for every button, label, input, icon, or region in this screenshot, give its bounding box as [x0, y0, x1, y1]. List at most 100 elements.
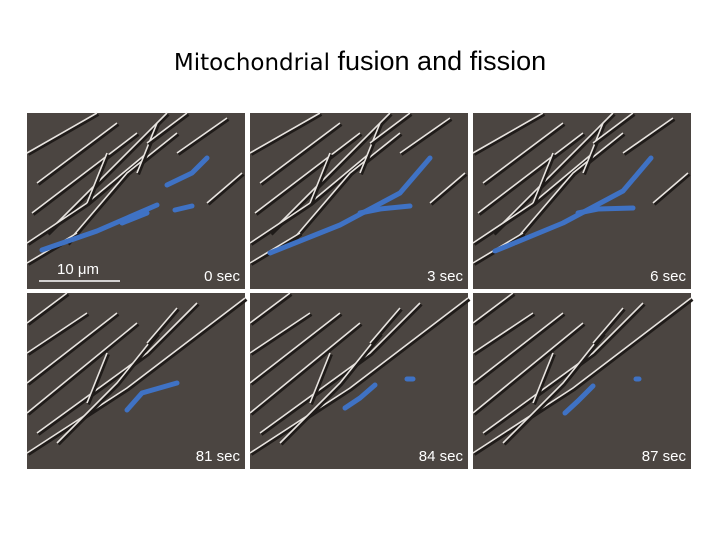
- filament-shadow: [430, 173, 468, 206]
- filament: [622, 117, 674, 154]
- filament: [26, 312, 118, 384]
- filament-shadow: [250, 323, 363, 416]
- highlighted-mitochondrion: [172, 203, 195, 213]
- time-label: 3 sec: [427, 268, 463, 285]
- filament: [482, 122, 564, 184]
- filament: [36, 302, 198, 434]
- filament: [429, 172, 466, 204]
- filament: [359, 122, 381, 174]
- filament: [249, 292, 291, 324]
- title-first: Mitochondrial: [173, 50, 330, 76]
- filament-shadow: [147, 113, 190, 146]
- filament: [259, 122, 341, 184]
- filament-shadow: [37, 123, 120, 186]
- highlighted-mitochondrion: [492, 155, 654, 254]
- filament-shadow: [473, 293, 516, 326]
- filament-shadow: [473, 323, 586, 416]
- micrograph-panel: 6 sec: [472, 112, 691, 289]
- highlighted-mitochondrion: [575, 205, 636, 216]
- filament: [26, 112, 98, 154]
- filament: [259, 302, 421, 434]
- filament-shadow: [593, 113, 636, 146]
- filament-shadow: [310, 353, 333, 406]
- filament-shadow: [255, 133, 363, 216]
- filament: [582, 122, 604, 174]
- filament: [31, 132, 138, 214]
- time-label: 6 sec: [650, 268, 686, 285]
- filament: [532, 152, 554, 204]
- time-label: 81 sec: [196, 448, 241, 465]
- filament: [146, 307, 178, 344]
- filament: [289, 132, 401, 244]
- filament: [492, 112, 614, 234]
- filament-shadow: [478, 133, 586, 216]
- filament-shadow: [250, 113, 323, 156]
- filament-shadow: [27, 323, 140, 416]
- filament: [66, 132, 178, 244]
- slide-title: Mitochondrial fusion and fission: [0, 46, 720, 77]
- filament: [249, 312, 341, 384]
- filament: [26, 322, 138, 414]
- filament: [136, 122, 158, 174]
- filament-shadow: [177, 118, 230, 156]
- filament: [249, 112, 321, 154]
- filament-shadow: [473, 313, 536, 356]
- micrograph-panel: 84 sec: [249, 292, 471, 469]
- filament-shadow: [87, 153, 110, 206]
- filament: [86, 152, 108, 204]
- filament: [26, 292, 68, 324]
- filament: [26, 312, 88, 354]
- filament: [279, 332, 381, 444]
- filament-shadow: [67, 133, 180, 246]
- filament: [249, 312, 311, 354]
- highlighted-mitochondrion: [342, 382, 378, 411]
- highlighted-mitochondrion: [562, 383, 596, 416]
- filament: [592, 112, 634, 144]
- filament: [592, 307, 624, 344]
- filament: [249, 297, 469, 454]
- time-label: 84 sec: [419, 448, 464, 465]
- filament: [269, 112, 391, 234]
- filament-shadow: [207, 173, 245, 206]
- filament-shadow: [583, 123, 606, 176]
- filament-shadow: [250, 313, 313, 356]
- filament-shadow: [87, 353, 110, 406]
- filament-shadow: [513, 133, 626, 246]
- title-rest: fusion and fission: [337, 46, 547, 76]
- filament: [472, 112, 544, 154]
- filament-shadow: [653, 173, 691, 206]
- filament-shadow: [473, 113, 546, 156]
- filament-shadow: [250, 313, 343, 386]
- filament-shadow: [57, 333, 160, 446]
- filament: [482, 302, 644, 434]
- filament-shadow: [593, 308, 626, 346]
- filament-shadow: [370, 113, 413, 146]
- filament: [502, 332, 604, 444]
- filament: [472, 292, 514, 324]
- filament: [249, 322, 361, 414]
- highlighted-mitochondrion: [119, 210, 150, 226]
- filament: [26, 297, 246, 454]
- filament: [477, 132, 584, 214]
- filament: [652, 172, 689, 204]
- time-label: 0 sec: [204, 268, 240, 285]
- filament-shadow: [310, 153, 333, 206]
- highlighted-mitochondrion: [124, 380, 180, 413]
- filament: [36, 122, 118, 184]
- filament-shadow: [27, 313, 90, 356]
- filament-shadow: [147, 308, 180, 346]
- filament: [369, 112, 411, 144]
- filament-shadow: [473, 313, 566, 386]
- filament: [472, 312, 564, 384]
- filament-shadow: [137, 123, 160, 176]
- micrograph-panel: 87 sec: [472, 292, 694, 469]
- filament-shadow: [250, 298, 471, 456]
- filament: [146, 112, 188, 144]
- highlighted-mitochondrion: [164, 155, 210, 188]
- highlighted-mitochondrion: [357, 203, 413, 216]
- filament-shadow: [32, 133, 140, 216]
- filament-shadow: [473, 298, 694, 456]
- micrograph-panel: 81 sec: [26, 292, 248, 469]
- time-label: 87 sec: [642, 448, 687, 465]
